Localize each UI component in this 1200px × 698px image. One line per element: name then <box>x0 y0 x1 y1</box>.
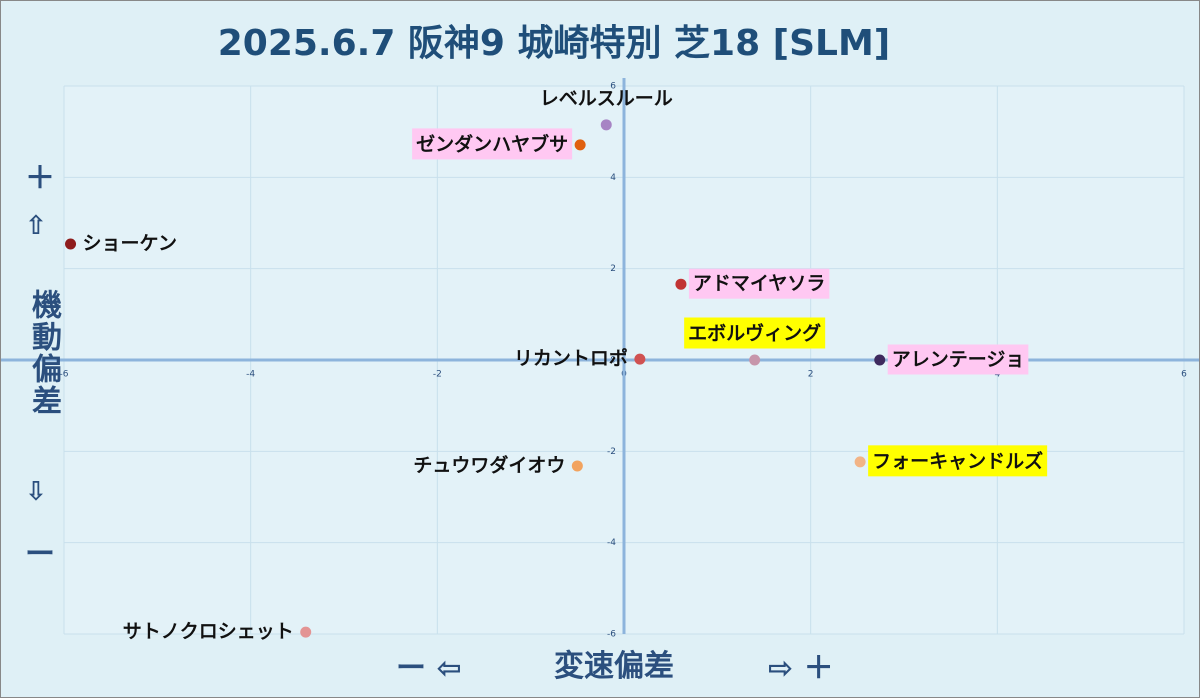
y-tick-label: -6 <box>607 630 616 640</box>
point-label: ゼンダンハヤブサ <box>416 132 568 155</box>
point-label: アドマイヤソラ <box>693 273 825 295</box>
point-label: エボルヴィング <box>688 322 821 345</box>
label-highlight <box>688 268 830 299</box>
y-tick-label: 2 <box>610 264 616 274</box>
point <box>300 626 312 638</box>
point <box>675 278 687 290</box>
point-label: リカントロポ <box>514 347 628 370</box>
point <box>874 354 886 366</box>
x-pos: ⇨ ＋ <box>768 651 834 686</box>
x-tick-label: -2 <box>433 370 442 380</box>
x-tick-label: -4 <box>246 370 255 380</box>
point <box>65 238 77 250</box>
x-label: 変速偏差 <box>554 649 674 684</box>
point <box>854 456 866 468</box>
y-tick-label: -4 <box>607 538 616 548</box>
point <box>574 139 586 151</box>
x-tick-label: -6 <box>60 370 69 380</box>
x-tick-label: 6 <box>1181 370 1187 380</box>
point-label: ショーケン <box>83 233 177 255</box>
label-highlight <box>868 445 1048 477</box>
chart-title: 2025.6.7 阪神9 城崎特別 芝18 [SLM] <box>218 23 891 64</box>
y-label: 機動偏差 <box>26 289 61 417</box>
x-tick-label: 2 <box>808 370 814 380</box>
point <box>749 354 761 366</box>
label-highlight <box>887 344 1029 375</box>
x-neg: ー ⇦ <box>396 651 462 686</box>
label-highlight <box>684 317 826 349</box>
y-plus: ＋ <box>25 161 55 196</box>
y-tick-label: 6 <box>610 82 616 92</box>
point-label: フォーキャンドルズ <box>872 449 1043 472</box>
point <box>600 119 612 131</box>
label-highlight <box>412 128 573 160</box>
y-tick-label: 4 <box>610 173 616 183</box>
y-tick-label: -2 <box>607 447 616 457</box>
point-label: レベルスルール <box>540 87 673 109</box>
y-up: ⇧ <box>25 211 47 241</box>
point-label: アレンテージョ <box>892 349 1025 371</box>
y-minus: ー <box>25 537 55 572</box>
point-label: サトノクロシェット <box>123 621 294 643</box>
point <box>571 460 583 472</box>
point <box>634 353 646 365</box>
point-label: チュウワダイオウ <box>413 453 565 476</box>
y-down: ⇩ <box>25 477 47 507</box>
